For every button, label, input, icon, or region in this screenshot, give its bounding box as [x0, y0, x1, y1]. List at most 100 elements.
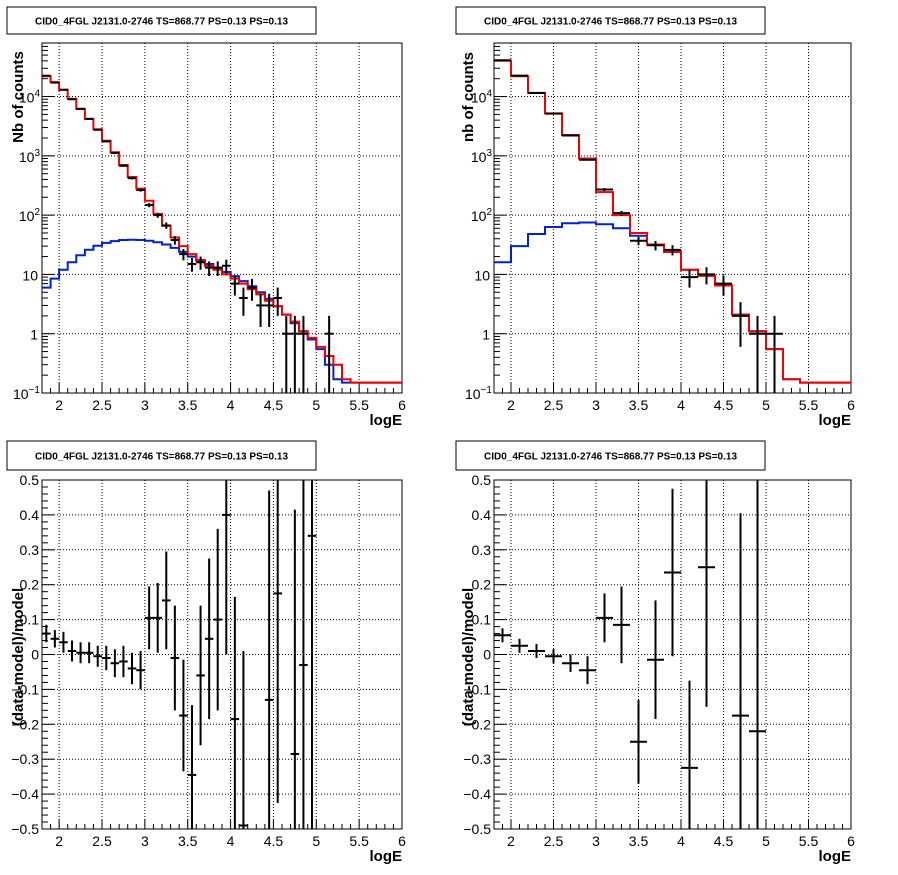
x-tick-label: 2 — [55, 397, 63, 413]
x-tick-label: 3 — [141, 833, 149, 849]
title-box — [6, 6, 317, 35]
data-point — [647, 241, 664, 251]
data-point — [84, 117, 94, 120]
x-tick-label: 6 — [847, 833, 855, 849]
x-tick-label: 3 — [141, 397, 149, 413]
residual-point — [222, 480, 231, 655]
residual-point — [110, 649, 120, 678]
y-tick-label: 0.4 — [472, 507, 492, 523]
title-box — [455, 440, 766, 471]
y-tick-label: 10 — [22, 267, 38, 283]
residual-point — [664, 488, 681, 657]
data-point — [562, 134, 579, 137]
x-tick-label: 2.5 — [92, 397, 112, 413]
data-point — [715, 275, 732, 296]
x-axis-label: logE — [370, 412, 403, 429]
model-total-histogram — [494, 59, 851, 384]
residual-point — [187, 705, 197, 829]
x-tick-label: 5 — [762, 833, 770, 849]
y-tick-label: 1 — [482, 327, 490, 343]
x-tick-label: 3.5 — [178, 833, 198, 849]
residual-point — [596, 593, 613, 643]
y-tick-label: −0.1 — [11, 681, 39, 697]
plot-frame — [493, 42, 852, 394]
x-tick-label: 4 — [677, 833, 685, 849]
data-point — [136, 188, 145, 192]
data-point — [204, 261, 214, 277]
plot-area — [42, 74, 402, 393]
data-point — [102, 140, 111, 143]
data-point — [256, 293, 265, 327]
y-tick-label: 102 — [471, 207, 493, 224]
residual-point — [162, 551, 171, 650]
x-tick-label: 2 — [507, 833, 515, 849]
data-point — [264, 293, 274, 327]
residual-point — [213, 528, 222, 711]
x-tick-label: 5.5 — [799, 833, 819, 849]
y-tick-label: 102 — [19, 207, 41, 224]
y-tick-label: 0 — [483, 647, 491, 663]
data-point — [93, 128, 102, 131]
data-point — [273, 287, 282, 316]
residual-point — [579, 656, 596, 685]
residual-point — [76, 642, 85, 664]
data-point — [144, 203, 154, 208]
residual-point — [144, 586, 154, 650]
x-tick-label: 5 — [312, 833, 320, 849]
data-point — [299, 315, 308, 393]
x-tick-label: 4.5 — [714, 833, 734, 849]
data-point — [749, 315, 766, 393]
y-tick-label: 0.1 — [472, 612, 492, 628]
data-point — [732, 302, 749, 347]
x-tick-label: 4 — [227, 833, 235, 849]
y-tick-label: 103 — [19, 148, 41, 165]
residual-point — [562, 654, 579, 672]
y-tick-label: 104 — [471, 89, 493, 106]
x-tick-label: 4.5 — [714, 397, 734, 413]
title-box — [455, 6, 766, 35]
x-tick-label: 2 — [55, 833, 63, 849]
residual-point — [528, 644, 545, 658]
residual-point — [307, 480, 317, 829]
data-point — [170, 236, 180, 245]
x-tick-label: 5.5 — [349, 833, 369, 849]
y-tick-label: −0.2 — [11, 716, 39, 732]
residual-point — [749, 480, 766, 829]
y-tick-label: −0.5 — [463, 821, 491, 837]
residual-point — [732, 513, 749, 829]
y-axis-label: Nb of counts — [10, 51, 27, 143]
counts-panel-right: CID0_4FGL J2131.0-2746 TS=868.77 PS=0.13… — [455, 6, 855, 429]
data-point — [239, 287, 248, 316]
data-point — [579, 158, 596, 161]
y-tick-label: −0.3 — [463, 751, 491, 767]
chart-title: CID0_4FGL J2131.0-2746 TS=868.77 PS=0.13… — [35, 452, 288, 463]
y-tick-label: 0.2 — [20, 577, 40, 593]
y-tick-label: 0.3 — [20, 542, 40, 558]
data-point — [596, 188, 613, 192]
y-tick-label: 0.2 — [472, 577, 492, 593]
y-tick-label: 0 — [31, 647, 39, 663]
x-tick-label: 4.5 — [264, 397, 284, 413]
data-point — [324, 315, 334, 393]
residual-point — [84, 642, 94, 664]
data-point — [282, 315, 291, 393]
residual-point — [67, 640, 77, 662]
y-tick-label: −0.5 — [11, 821, 39, 837]
data-point — [153, 212, 162, 218]
model-total-histogram — [42, 75, 402, 384]
y-tick-label: −0.3 — [11, 751, 39, 767]
x-tick-label: 5.5 — [349, 397, 369, 413]
x-tick-label: 3.5 — [178, 397, 198, 413]
data-point — [127, 176, 137, 180]
y-tick-label: −0.4 — [11, 786, 39, 802]
data-point — [162, 222, 171, 229]
y-tick-label: 0.5 — [472, 472, 492, 488]
x-tick-label: 3.5 — [629, 833, 649, 849]
data-point — [196, 256, 205, 270]
data-point — [247, 278, 257, 301]
residual-point — [239, 651, 248, 829]
residual-point — [50, 630, 60, 648]
x-tick-label: 2 — [507, 397, 515, 413]
title-box — [6, 440, 317, 471]
data-point — [213, 261, 222, 277]
